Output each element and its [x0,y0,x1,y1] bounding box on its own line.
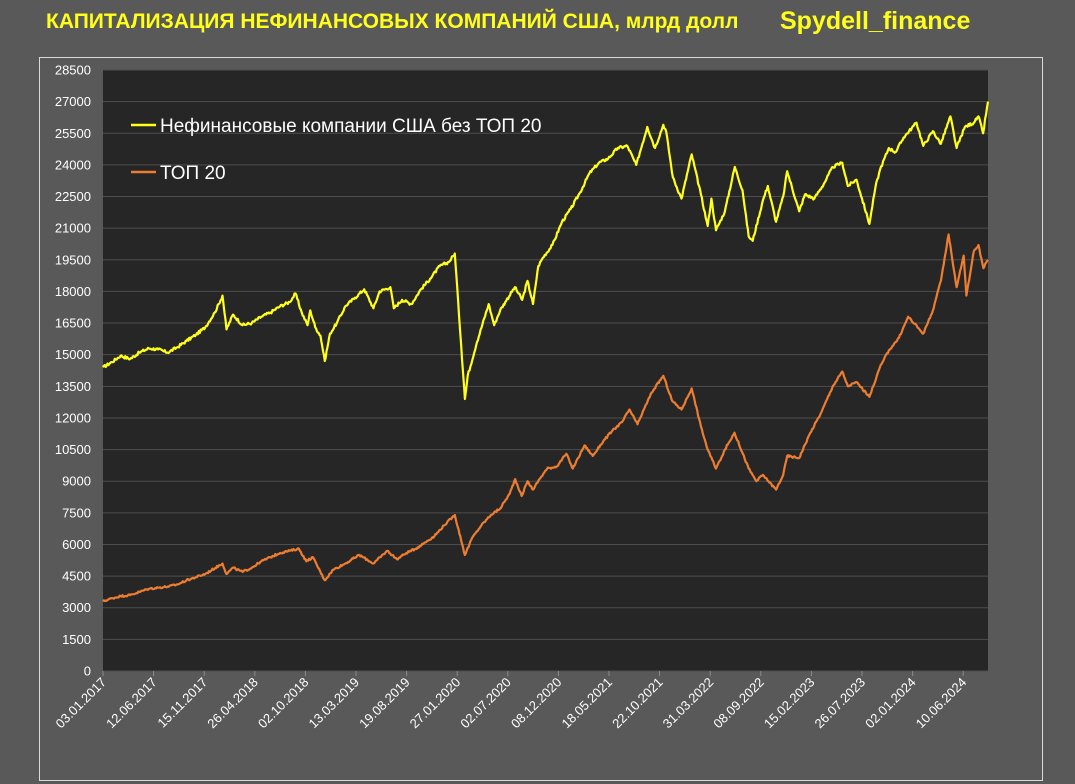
chart-title: КАПИТАЛИЗАЦИЯ НЕФИНАНСОВЫХ КОМПАНИЙ США,… [46,10,739,33]
x-tick-label: 19.08.2019 [356,675,413,732]
y-tick-label: 18000 [55,284,91,299]
y-tick-label: 21000 [55,221,91,236]
y-tick-label: 15000 [55,347,91,362]
x-tick-label: 31.03.2022 [660,675,717,732]
x-tick-label: 22.10.2021 [609,675,666,732]
legend: Нефинансовые компании США без ТОП 20 ТОП… [131,116,541,184]
y-tick-label: 19500 [55,252,91,267]
brand-label: Spydell_finance [780,7,971,35]
plot-area [103,70,988,671]
y-tick-label: 25500 [55,126,91,141]
x-tick-label: 08.09.2022 [710,675,767,732]
x-tick-label: 26.07.2023 [811,675,868,732]
series-line-top20 [102,233,989,603]
y-tick-label: 12000 [55,410,91,425]
y-axis-ticks: 28500 27000 25500 24000 22500 21000 19500 18000… [55,63,91,679]
series-lines [102,101,990,603]
x-tick-label: 12.06.2017 [103,675,160,732]
x-tick-label: 15.11.2017 [154,675,210,731]
x-tick-label: 02.07.2020 [457,675,514,732]
x-tick-label: 27.01.2020 [407,675,464,732]
y-tick-label: 9000 [62,474,91,489]
legend-label-non-top20: Нефинансовые компании США без ТОП 20 [160,116,541,137]
x-tick-label: 02.01.2024 [862,675,919,732]
y-tick-label: 27000 [55,94,91,109]
legend-label-top20: ТОП 20 [160,163,226,184]
x-tick-label: 08.12.2020 [508,675,565,732]
y-tick-label: 3000 [62,600,91,615]
y-tick-label: 22500 [55,189,91,204]
x-tick-label: 02.10.2018 [255,675,312,732]
gridlines [103,69,988,672]
y-tick-label: 10500 [55,442,91,457]
x-axis-ticks: 03.01.201712.06.201715.11.201726.04.2018… [52,671,969,731]
y-tick-label: 4500 [62,569,91,584]
y-tick-label: 28500 [55,63,91,78]
x-tick-label: 18.05.2021 [558,675,615,732]
x-tick-label: 15.02.2023 [761,675,818,732]
series-line-non-top20 [102,101,990,401]
x-tick-label: 10.06.2024 [913,675,970,732]
y-tick-label: 1500 [62,632,91,647]
y-tick-label: 24000 [55,157,91,172]
y-tick-label: 6000 [62,537,91,552]
chart-frame [39,57,1043,781]
y-tick-label: 0 [84,664,91,679]
y-tick-label: 13500 [55,379,91,394]
x-tick-label: 03.01.2017 [52,675,109,732]
x-tick-label: 13.03.2019 [305,675,362,732]
y-tick-label: 16500 [55,316,91,331]
y-tick-label: 7500 [62,505,91,520]
x-tick-label: 26.04.2018 [204,675,261,732]
